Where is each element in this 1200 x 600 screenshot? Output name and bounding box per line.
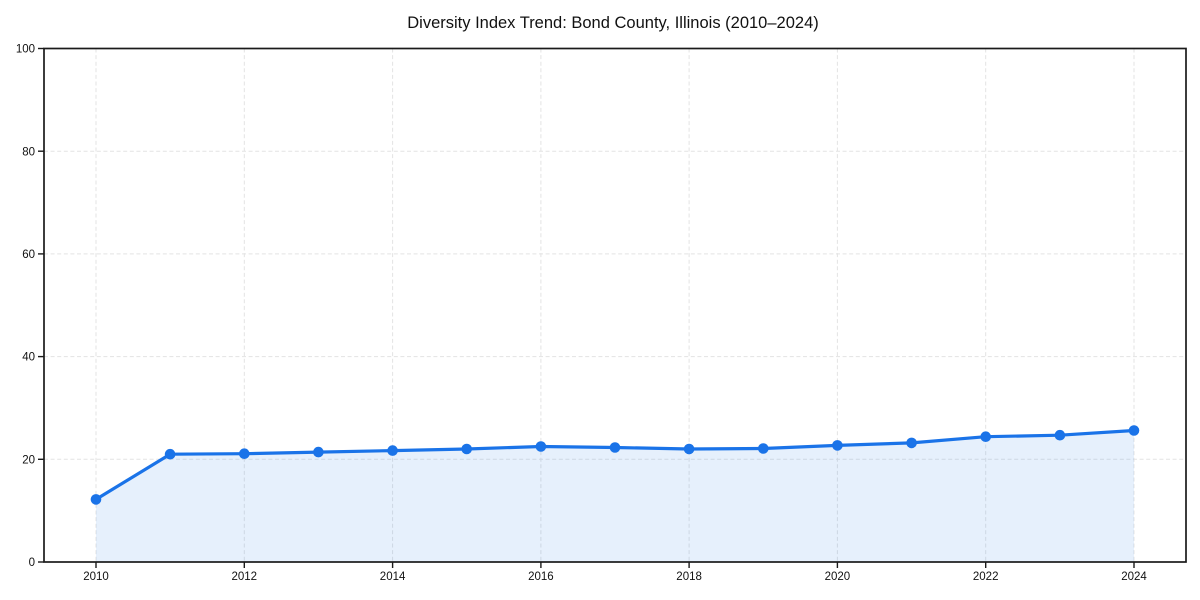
plot-border [43,47,1187,563]
data-point-2015 [461,443,473,455]
axis-ticks-layer [38,47,1135,568]
y-tick-label-80: 80 [22,146,35,158]
x-tick-label-2020: 2020 [825,571,851,583]
area-fill [96,430,1134,562]
data-point-2014 [387,445,398,456]
x-tick-label-2016: 2016 [528,571,554,583]
data-point-2016 [535,441,547,452]
data-point-2011 [164,448,176,460]
x-tick-label-2022: 2022 [973,571,999,583]
data-point-2023 [1054,429,1066,441]
plot-frame-layer [43,47,1187,563]
y-tick-label-60: 60 [22,249,35,261]
data-points-layer [90,425,1140,505]
y-tick-label-0: 0 [29,557,35,569]
data-point-2024 [1128,425,1140,436]
data-point-2020 [832,440,843,451]
y-tick-label-100: 100 [16,44,35,56]
area-fill-layer [96,430,1134,562]
data-point-2017 [609,442,621,453]
axis-tick-labels-layer: 2010 2012 2014 2016 2018 2020 2022 2024 0 20 40 60 8… [16,44,1148,583]
data-point-2021 [906,437,917,449]
x-tick-label-2014: 2014 [380,571,406,583]
data-point-2010 [90,494,102,505]
chart-title: Diversity Index Trend: Bond County, Illi… [407,14,819,32]
x-tick-label-2012: 2012 [232,571,258,583]
data-point-2018 [683,443,695,455]
x-tick-label-2018: 2018 [676,571,702,583]
x-tick-label-2010: 2010 [83,571,109,583]
data-point-2013 [313,446,324,458]
data-point-2019 [758,443,769,454]
y-tick-label-40: 40 [22,352,35,364]
data-point-2012 [239,448,250,460]
y-tick-label-20: 20 [22,454,35,466]
x-tick-label-2024: 2024 [1121,571,1147,583]
data-point-2022 [980,431,991,443]
